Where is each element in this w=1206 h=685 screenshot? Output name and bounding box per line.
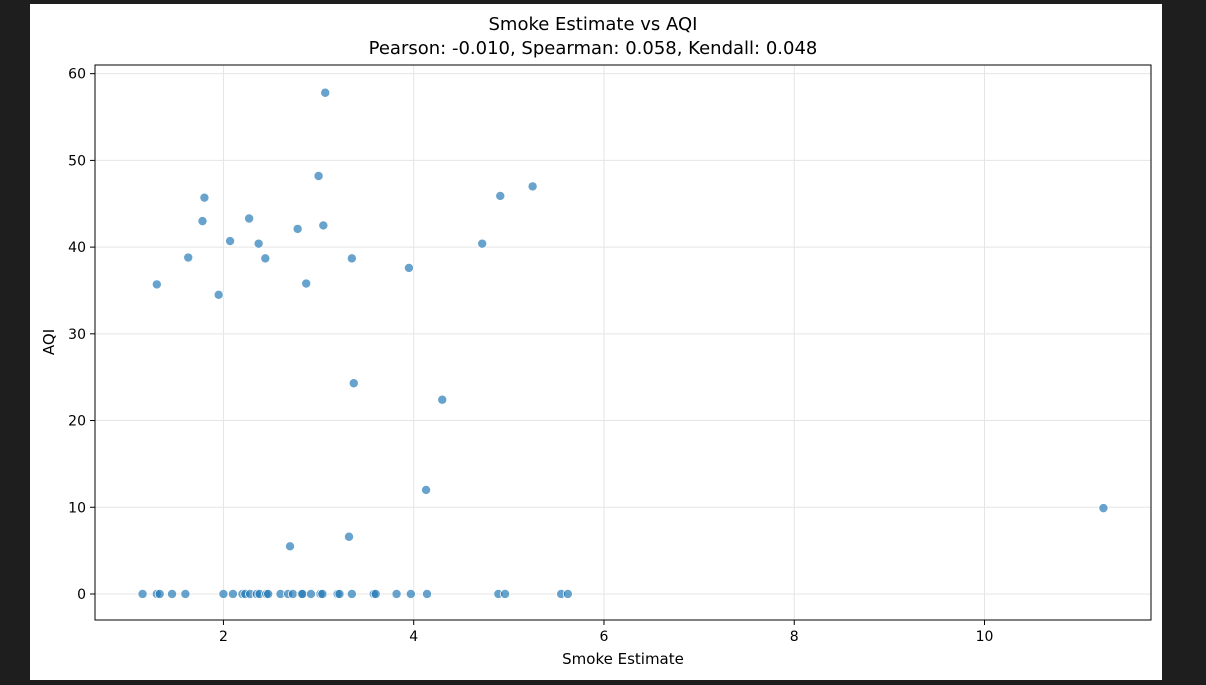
y-tick-label: 30 <box>68 327 86 343</box>
data-point <box>422 588 433 599</box>
data-point <box>405 588 416 599</box>
x-tick-label: 4 <box>409 629 418 645</box>
data-point <box>225 236 236 247</box>
data-point <box>285 541 296 552</box>
y-tick-label: 40 <box>68 240 86 256</box>
data-point <box>477 238 488 249</box>
x-tick-label: 8 <box>790 629 799 645</box>
y-tick-label: 50 <box>68 153 86 169</box>
data-point <box>500 588 511 599</box>
data-point <box>320 87 331 98</box>
y-tick-label: 20 <box>68 414 86 430</box>
x-tick-label: 2 <box>219 629 228 645</box>
data-point <box>180 588 191 599</box>
data-point <box>344 531 355 542</box>
data-point <box>151 279 162 290</box>
x-axis-label: Smoke Estimate <box>562 650 684 668</box>
data-point <box>346 588 357 599</box>
data-point <box>183 252 194 263</box>
data-point <box>305 588 316 599</box>
y-tick-label: 0 <box>77 587 86 603</box>
data-point <box>260 253 271 264</box>
data-point <box>318 220 329 231</box>
data-point <box>137 588 148 599</box>
grid-lines <box>95 65 1151 620</box>
data-point <box>370 588 381 599</box>
data-point <box>263 588 274 599</box>
data-points <box>137 87 1109 599</box>
data-point <box>199 192 210 203</box>
x-tick-label: 10 <box>976 629 994 645</box>
data-point <box>197 216 208 227</box>
data-point <box>244 213 255 224</box>
data-point <box>495 190 506 201</box>
data-point <box>1098 503 1109 514</box>
data-point <box>313 170 324 181</box>
data-point <box>297 588 308 599</box>
data-point <box>391 588 402 599</box>
y-tick-label: 60 <box>68 67 86 83</box>
chart-subtitle: Pearson: -0.010, Spearman: 0.058, Kendal… <box>369 38 818 59</box>
data-point <box>301 278 312 289</box>
y-tick-label: 10 <box>68 500 86 516</box>
data-point <box>167 588 178 599</box>
data-point <box>213 289 224 300</box>
data-point <box>154 588 165 599</box>
data-point <box>317 588 328 599</box>
data-point <box>227 588 238 599</box>
data-point <box>437 394 448 405</box>
data-point <box>527 181 538 192</box>
plot-area-frame <box>94 64 1152 621</box>
data-point <box>218 588 229 599</box>
data-point <box>292 223 303 234</box>
chart-title: Smoke Estimate vs AQI <box>488 14 697 35</box>
data-point <box>421 484 432 495</box>
x-tick-label: 6 <box>600 629 609 645</box>
data-point <box>403 262 414 273</box>
chart-figure: Smoke Estimate vs AQI Pearson: -0.010, S… <box>30 4 1162 680</box>
data-point <box>348 378 359 389</box>
data-point <box>346 253 357 264</box>
axis-ticks: 2 4 6 8 10 0 10 20 30 40 50 60 <box>68 67 993 645</box>
data-point <box>562 588 573 599</box>
data-point <box>253 238 264 249</box>
data-point <box>334 588 345 599</box>
scatter-chart: Smoke Estimate vs AQI Pearson: -0.010, S… <box>40 14 1152 668</box>
data-point <box>287 588 298 599</box>
y-axis-label: AQI <box>40 329 58 355</box>
